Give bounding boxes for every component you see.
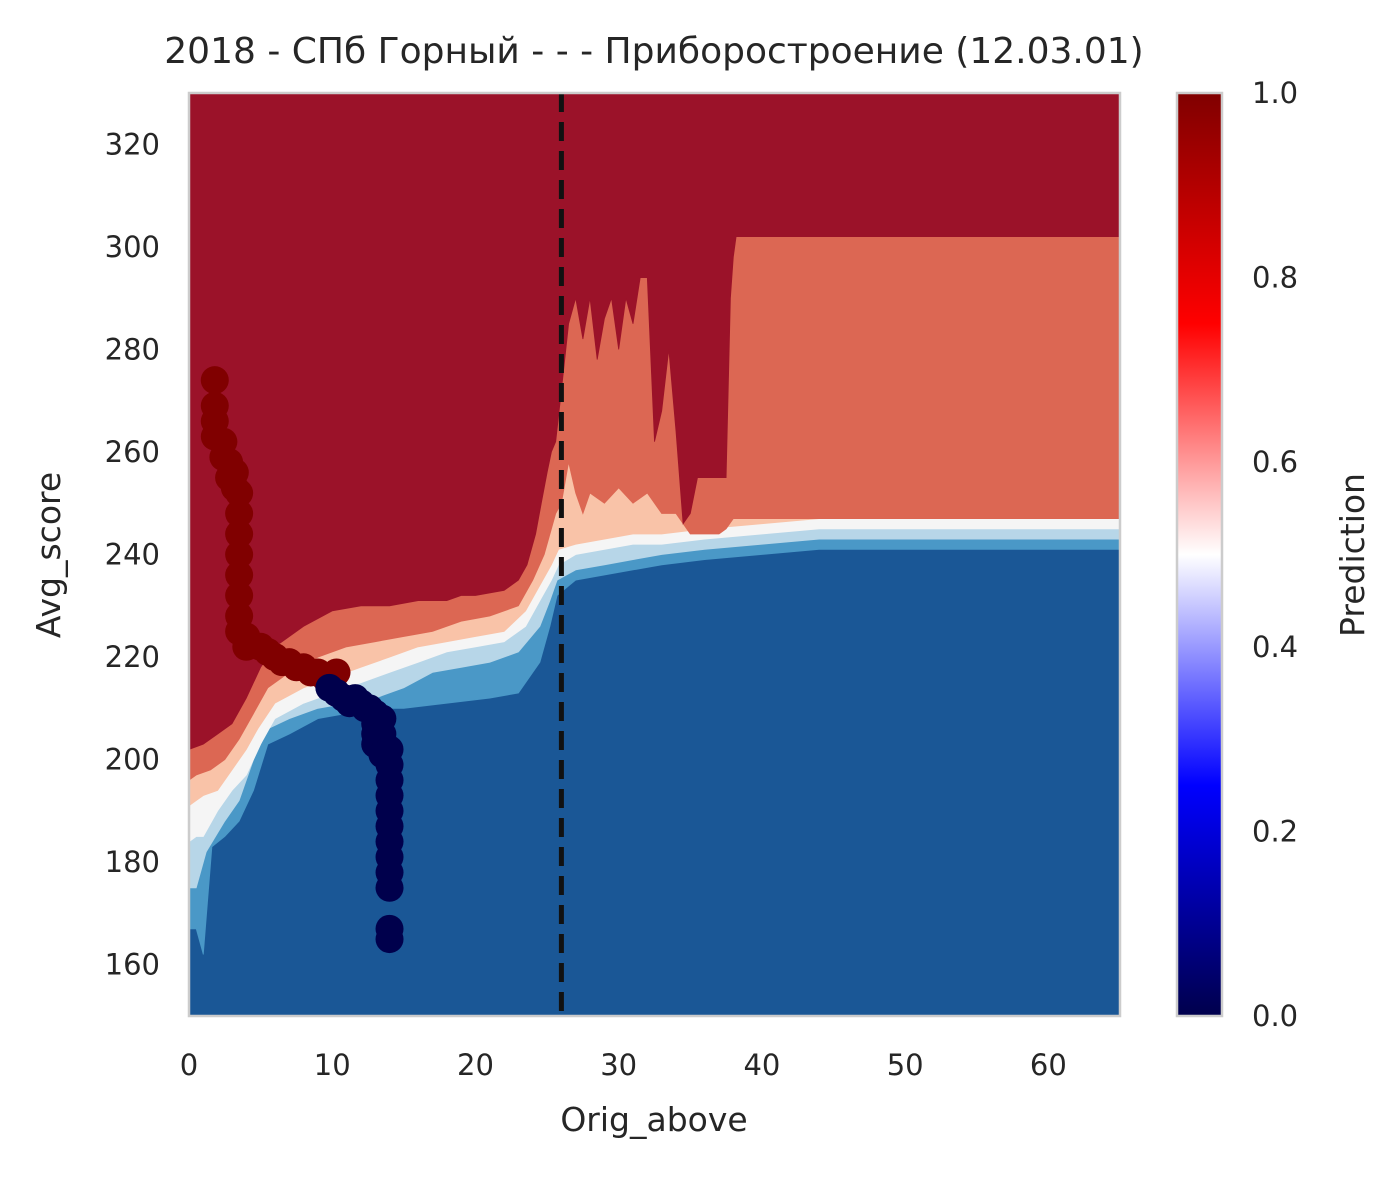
y-tick-label: 260 bbox=[105, 435, 160, 469]
x-tick-label: 20 bbox=[457, 1048, 494, 1082]
y-tick-label: 300 bbox=[105, 230, 160, 264]
x-tick-label: 60 bbox=[1030, 1048, 1067, 1082]
colorbar-tick-label: 0.8 bbox=[1252, 261, 1298, 295]
x-axis-label: Orig_above bbox=[560, 1100, 747, 1139]
data-points bbox=[200, 366, 404, 954]
colorbar-tick-label: 0.0 bbox=[1252, 999, 1298, 1033]
data-point-class1 bbox=[225, 519, 254, 548]
colorbar-frame bbox=[1175, 91, 1224, 1018]
y-tick-label: 160 bbox=[105, 948, 160, 982]
data-point-class1 bbox=[225, 540, 254, 569]
x-tick-label: 30 bbox=[600, 1048, 637, 1082]
y-tick-label: 200 bbox=[105, 743, 160, 777]
colorbar-tick-label: 0.6 bbox=[1252, 445, 1298, 479]
y-tick-label: 280 bbox=[105, 332, 160, 366]
data-point-class1 bbox=[225, 581, 254, 610]
contour-band bbox=[189, 93, 1120, 750]
y-tick-label: 220 bbox=[105, 640, 160, 674]
y-tick-label: 180 bbox=[105, 845, 160, 879]
y-tick-label: 240 bbox=[105, 538, 160, 572]
data-point-class1 bbox=[200, 366, 229, 395]
colorbar-ticks: 0.0 0.2 0.4 0.6 0.8 1.0 bbox=[1252, 76, 1298, 1033]
data-point-class1 bbox=[225, 499, 254, 528]
y-axis-ticks: 160 180 200 220 240 260 280 300 320 bbox=[105, 127, 160, 981]
colorbar-label: Prediction bbox=[1333, 473, 1372, 637]
colorbar-tick-label: 0.2 bbox=[1252, 814, 1298, 848]
data-point-class1 bbox=[225, 478, 254, 507]
y-tick-label: 320 bbox=[105, 127, 160, 161]
colorbar bbox=[1177, 93, 1222, 1016]
x-tick-label: 0 bbox=[180, 1048, 198, 1082]
x-tick-label: 40 bbox=[743, 1048, 780, 1082]
data-point-class0 bbox=[375, 873, 404, 902]
y-axis-label: Avg_score bbox=[29, 472, 68, 638]
colorbar-tick-label: 0.4 bbox=[1252, 630, 1298, 664]
x-axis-ticks: 0 10 20 30 40 50 60 bbox=[180, 1048, 1067, 1082]
chart-title: 2018 - СПб Горный - - - Приборостроение … bbox=[164, 31, 1143, 72]
data-point-class1 bbox=[225, 561, 254, 590]
colorbar-tick-label: 1.0 bbox=[1252, 76, 1298, 110]
data-point-class0 bbox=[375, 925, 404, 954]
contour-regions bbox=[189, 93, 1120, 1016]
plot-frame bbox=[187, 91, 1122, 1018]
x-tick-label: 50 bbox=[887, 1048, 924, 1082]
x-tick-label: 10 bbox=[314, 1048, 351, 1082]
